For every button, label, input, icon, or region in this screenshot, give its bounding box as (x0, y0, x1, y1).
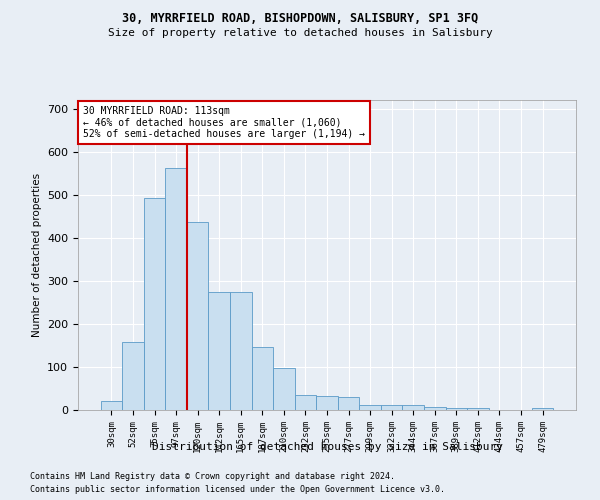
Bar (122, 342, 144, 410)
Bar (187, 222, 208, 410)
Bar (467, 408, 488, 410)
Bar (251, 346, 273, 410)
Text: Size of property relative to detached houses in Salisbury: Size of property relative to detached ho… (107, 28, 493, 38)
Text: Contains public sector information licensed under the Open Government Licence v3: Contains public sector information licen… (30, 485, 445, 494)
Text: 30 MYRRFIELD ROAD: 113sqm
← 46% of detached houses are smaller (1,060)
52% of se: 30 MYRRFIELD ROAD: 113sqm ← 46% of detac… (83, 106, 365, 140)
Bar (295, 395, 316, 410)
Text: Distribution of detached houses by size in Salisbury: Distribution of detached houses by size … (151, 442, 503, 452)
Bar (403, 405, 424, 410)
Bar (316, 396, 338, 410)
Bar (101, 402, 122, 410)
Bar (208, 292, 230, 410)
Text: 30, MYRRFIELD ROAD, BISHOPDOWN, SALISBURY, SP1 3FQ: 30, MYRRFIELD ROAD, BISHOPDOWN, SALISBUR… (122, 12, 478, 26)
Bar (338, 397, 359, 410)
Bar (381, 405, 403, 410)
Text: Contains HM Land Registry data © Crown copyright and database right 2024.: Contains HM Land Registry data © Crown c… (30, 472, 395, 481)
Bar (273, 368, 295, 410)
Bar (359, 405, 381, 410)
Y-axis label: Number of detached properties: Number of detached properties (32, 173, 41, 337)
Bar (166, 168, 187, 410)
Bar (144, 198, 166, 410)
Bar (424, 406, 446, 410)
Bar (230, 292, 251, 410)
Bar (446, 408, 467, 410)
Bar (532, 408, 553, 410)
